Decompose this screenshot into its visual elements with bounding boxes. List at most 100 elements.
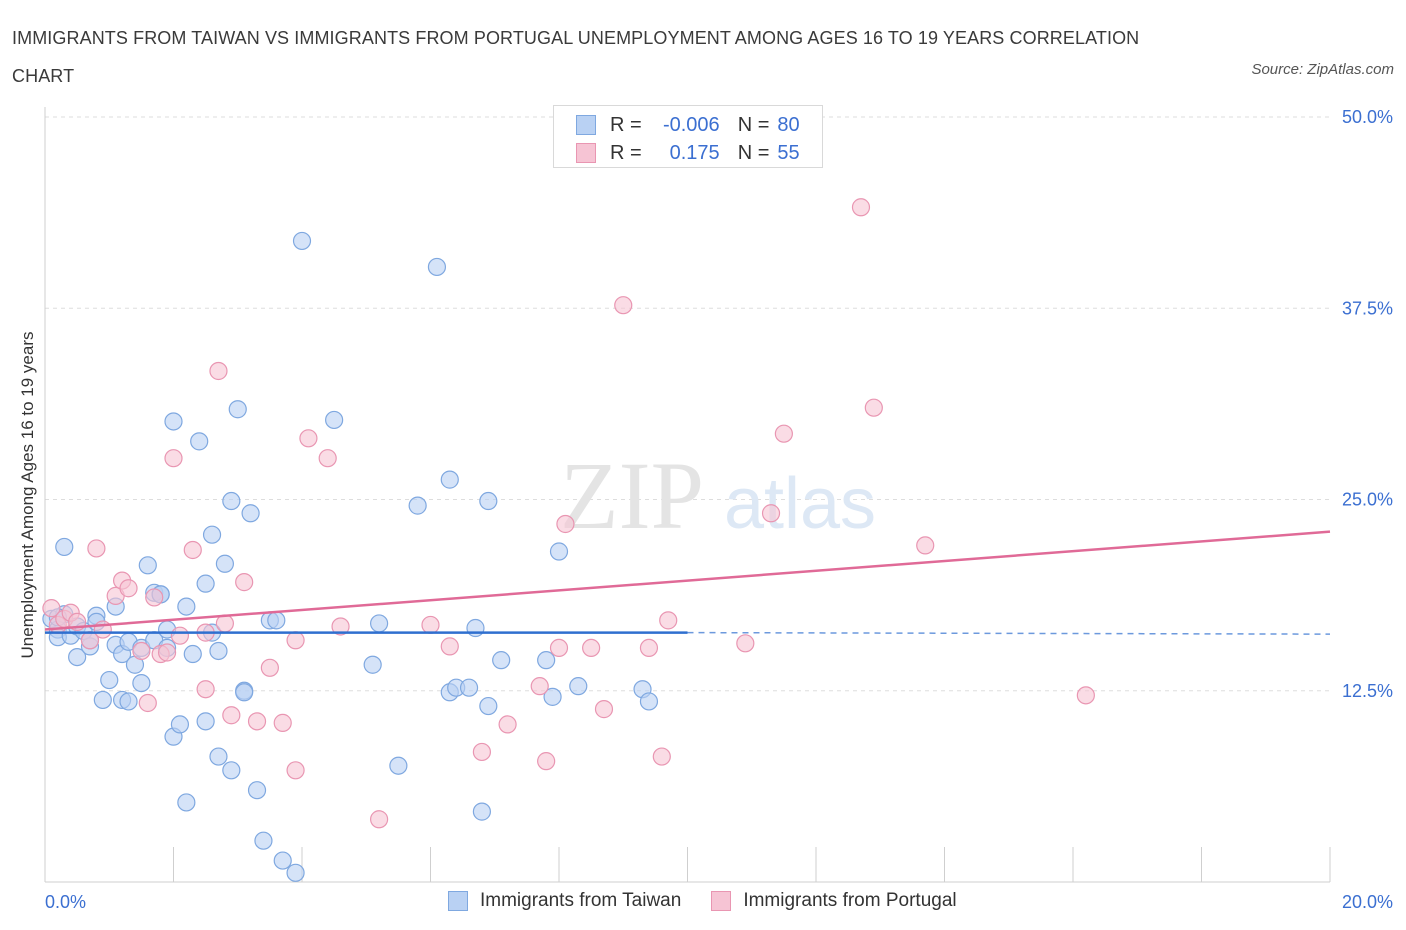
x-tick-label: 0.0%	[45, 892, 86, 912]
portugal-point	[273, 713, 292, 732]
portugal-point	[164, 449, 183, 468]
taiwan-point	[228, 400, 247, 419]
taiwan-point	[215, 554, 234, 573]
taiwan-point	[196, 712, 215, 731]
legend-label-taiwan: Immigrants from Taiwan	[480, 890, 682, 911]
portugal-point	[222, 706, 241, 725]
portugal-point	[145, 588, 164, 607]
portugal-point	[440, 637, 459, 656]
taiwan-point	[119, 692, 138, 711]
portugal-point	[659, 611, 678, 630]
taiwan-point	[273, 851, 292, 870]
watermark: ZIP atlas	[560, 442, 876, 549]
taiwan-point	[177, 597, 196, 616]
taiwan-point	[68, 647, 87, 667]
portugal-point	[183, 540, 202, 560]
taiwan-point	[537, 651, 556, 670]
trend-lines	[44, 530, 1331, 635]
taiwan-point	[472, 802, 491, 821]
taiwan-point	[292, 231, 312, 251]
portugal-point	[331, 617, 350, 636]
taiwan-point	[190, 432, 209, 451]
taiwan-point	[408, 496, 427, 515]
legend-n-value: 80	[777, 113, 800, 136]
portugal-point	[421, 615, 440, 635]
legend-r-label: R =	[610, 113, 642, 136]
taiwan-point	[164, 412, 183, 431]
portugal-point	[864, 398, 883, 417]
legend-r-value: 0.175	[669, 141, 720, 164]
portugal-point	[851, 198, 871, 217]
taiwan-point	[93, 690, 112, 710]
watermark-zip: ZIP	[560, 442, 704, 549]
y-axis-label: Unemployment Among Ages 16 to 19 years	[18, 332, 37, 659]
portugal-point	[594, 700, 614, 719]
source-label: Source: ZipAtlas.com	[1251, 61, 1394, 78]
portugal-point	[1076, 686, 1095, 705]
portugal-point	[652, 747, 671, 766]
taiwan-point	[132, 673, 151, 693]
portugal-point	[138, 693, 157, 713]
portugal-point	[774, 424, 793, 443]
legend-n-label: N =	[737, 141, 770, 164]
legend-label-portugal: Immigrants from Portugal	[743, 890, 957, 911]
taiwan-point	[459, 678, 479, 697]
x-tick-label: 20.0%	[1342, 892, 1393, 912]
portugal-point	[549, 638, 569, 658]
portugal-point	[556, 514, 575, 534]
taiwan-point	[247, 781, 267, 800]
portugal-point	[247, 712, 267, 731]
y-tick-label: 12.5%	[1342, 681, 1393, 701]
taiwan-point	[170, 715, 190, 734]
taiwan-point	[389, 756, 408, 775]
portugal-point	[530, 677, 549, 696]
portugal-trend-line	[44, 530, 1331, 631]
taiwan-point	[549, 542, 569, 561]
y-tick-label: 50.0%	[1342, 107, 1393, 127]
taiwan-trend-extension	[687, 631, 1331, 635]
taiwan-swatch	[448, 891, 468, 911]
taiwan-point	[370, 614, 389, 633]
taiwan-point	[138, 556, 157, 575]
taiwan-point	[183, 644, 202, 664]
taiwan-point	[569, 677, 588, 696]
legend-row-portugal: R = 0.175 N = 55	[576, 141, 800, 165]
correlation-legend: R = -0.006 N = 80 R = 0.175 N = 55	[553, 105, 823, 168]
series-legend: Immigrants from Taiwan Immigrants from P…	[448, 890, 987, 912]
taiwan-point	[479, 491, 498, 511]
taiwan-point	[466, 618, 485, 638]
taiwan-point	[543, 687, 562, 706]
portugal-point	[286, 761, 305, 780]
taiwan-point	[209, 747, 228, 766]
legend-n-label: N =	[737, 113, 770, 136]
taiwan-point	[492, 651, 511, 670]
legend-item-portugal: Immigrants from Portugal	[711, 890, 957, 912]
legend-r-label: R =	[610, 141, 642, 164]
chart-title: IMMIGRANTS FROM TAIWAN VS IMMIGRANTS FRO…	[12, 28, 1140, 86]
taiwan-point	[209, 641, 228, 661]
portugal-point	[235, 573, 254, 592]
taiwan-point	[479, 696, 498, 716]
portugal-swatch	[711, 891, 732, 911]
watermark-atlas: atlas	[724, 464, 876, 544]
portugal-point	[42, 599, 61, 618]
portugal-point	[209, 361, 228, 381]
taiwan-point	[202, 525, 222, 544]
portugal-point	[132, 641, 151, 661]
taiwan-point	[235, 683, 254, 702]
y-tick-label: 25.0%	[1342, 490, 1393, 510]
portugal-point	[736, 634, 755, 653]
portugal-point	[582, 638, 601, 658]
taiwan-point	[222, 761, 241, 780]
taiwan-point	[100, 670, 119, 690]
taiwan-point	[440, 470, 459, 489]
legend-n-value: 55	[777, 141, 800, 164]
portugal-point	[196, 680, 215, 699]
y-tick-label: 37.5%	[1342, 298, 1393, 318]
portugal-point	[260, 658, 279, 677]
portugal-point	[170, 626, 190, 645]
legend-row-taiwan: R = -0.006 N = 80	[576, 113, 800, 137]
portugal-point	[119, 579, 138, 598]
portugal-point	[318, 449, 337, 468]
taiwan-point	[427, 257, 447, 277]
